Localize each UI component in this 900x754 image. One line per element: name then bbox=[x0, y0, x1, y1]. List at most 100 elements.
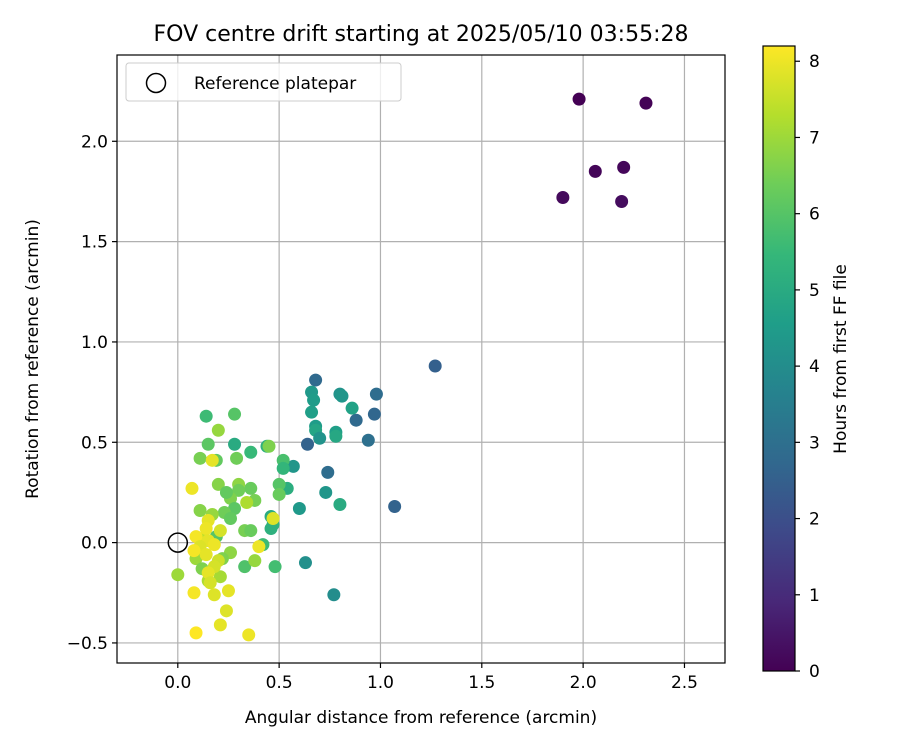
x-axis-ticks: 0.0 0.5 1.0 1.5 2.0 2.5 bbox=[164, 663, 698, 693]
data-point bbox=[272, 477, 286, 491]
colorbar-ticks: 0 1 2 3 4 5 6 7 8 bbox=[795, 52, 820, 682]
data-point bbox=[219, 604, 233, 618]
data-point bbox=[262, 439, 276, 453]
data-point bbox=[369, 387, 383, 401]
data-point bbox=[185, 481, 199, 495]
y-axis-ticks: −0.5 0.0 0.5 1.0 1.5 2.0 bbox=[67, 132, 117, 654]
y-tick-label: 1.0 bbox=[81, 333, 108, 353]
colorbar-tick-label: 1 bbox=[809, 586, 820, 606]
data-point bbox=[588, 164, 602, 178]
y-tick-label: 2.0 bbox=[81, 132, 108, 152]
data-point bbox=[221, 584, 235, 598]
data-point bbox=[301, 437, 315, 451]
data-point bbox=[187, 586, 201, 600]
data-point bbox=[205, 453, 219, 467]
data-point bbox=[264, 522, 278, 536]
data-point bbox=[309, 373, 323, 387]
data-point bbox=[329, 429, 343, 443]
x-tick-label: 0.5 bbox=[266, 673, 293, 693]
colorbar-tick-label: 3 bbox=[809, 433, 820, 453]
data-point bbox=[335, 389, 349, 403]
chart-title: FOV centre drift starting at 2025/05/10 … bbox=[154, 22, 689, 47]
data-point bbox=[187, 544, 201, 558]
y-tick-label: 0.0 bbox=[81, 534, 108, 554]
data-point bbox=[199, 409, 213, 423]
data-point bbox=[556, 190, 570, 204]
data-points bbox=[171, 92, 653, 642]
data-point bbox=[307, 393, 321, 407]
data-point bbox=[248, 554, 262, 568]
colorbar-tick-label: 5 bbox=[809, 281, 820, 301]
data-point bbox=[639, 96, 653, 110]
data-point bbox=[232, 483, 246, 497]
legend-open-circle-icon bbox=[145, 72, 167, 94]
data-point bbox=[617, 160, 631, 174]
x-tick-label: 1.0 bbox=[367, 673, 394, 693]
colorbar-tick-label: 4 bbox=[809, 357, 820, 377]
colorbar-tick-label: 6 bbox=[809, 205, 820, 225]
data-point bbox=[240, 495, 254, 509]
data-point bbox=[171, 568, 185, 582]
x-tick-label: 2.5 bbox=[671, 673, 698, 693]
data-point bbox=[189, 530, 203, 544]
data-point bbox=[572, 92, 586, 106]
legend-entry-label: Reference platepar bbox=[194, 74, 356, 94]
data-point bbox=[193, 503, 207, 517]
data-point bbox=[345, 401, 359, 415]
colorbar-tick-label: 0 bbox=[809, 662, 820, 682]
data-point bbox=[213, 570, 227, 584]
data-point bbox=[367, 407, 381, 421]
colorbar-tick-label: 7 bbox=[809, 128, 820, 148]
data-point bbox=[199, 548, 213, 562]
data-point bbox=[428, 359, 442, 373]
grid-lines bbox=[117, 55, 725, 663]
data-point bbox=[361, 433, 375, 447]
y-tick-label: −0.5 bbox=[67, 634, 108, 654]
data-point bbox=[223, 512, 237, 526]
data-point bbox=[266, 512, 280, 526]
data-point bbox=[268, 560, 282, 574]
data-point bbox=[201, 437, 215, 451]
data-point bbox=[349, 413, 363, 427]
legend-box bbox=[125, 62, 402, 102]
data-point bbox=[298, 556, 312, 570]
data-point bbox=[272, 487, 286, 501]
data-point bbox=[615, 194, 629, 208]
data-point bbox=[276, 461, 290, 475]
y-tick-label: 0.5 bbox=[81, 433, 108, 453]
data-point bbox=[189, 626, 203, 640]
data-point bbox=[203, 576, 217, 590]
x-tick-label: 0.0 bbox=[164, 673, 191, 693]
x-tick-label: 1.5 bbox=[468, 673, 495, 693]
data-point bbox=[244, 481, 258, 495]
data-point bbox=[238, 560, 252, 574]
data-point bbox=[252, 540, 266, 554]
reference-platepar-marker bbox=[167, 532, 189, 553]
x-tick-label: 2.0 bbox=[570, 673, 597, 693]
colorbar-gradient bbox=[762, 45, 796, 672]
data-point bbox=[228, 437, 242, 451]
data-point bbox=[292, 501, 306, 515]
data-point bbox=[211, 477, 225, 491]
plot-frame bbox=[116, 54, 726, 664]
data-point bbox=[327, 588, 341, 602]
data-point bbox=[211, 423, 225, 437]
x-axis-label: Angular distance from reference (arcmin) bbox=[245, 708, 597, 728]
data-point bbox=[207, 538, 221, 552]
data-point bbox=[242, 628, 256, 642]
data-point bbox=[213, 524, 227, 538]
data-point bbox=[319, 485, 333, 499]
y-tick-label: 1.5 bbox=[81, 233, 108, 253]
data-point bbox=[313, 431, 327, 445]
data-point bbox=[286, 459, 300, 473]
data-point bbox=[333, 497, 347, 511]
data-point bbox=[305, 405, 319, 419]
data-point bbox=[228, 501, 242, 515]
data-point bbox=[201, 566, 215, 580]
data-point bbox=[228, 407, 242, 421]
data-point bbox=[321, 465, 335, 479]
colorbar-tick-label: 2 bbox=[809, 510, 820, 530]
data-point bbox=[199, 522, 213, 536]
colorbar: 0 1 2 3 4 5 6 7 8 Hours from first FF file bbox=[762, 45, 851, 682]
data-point bbox=[219, 485, 233, 499]
